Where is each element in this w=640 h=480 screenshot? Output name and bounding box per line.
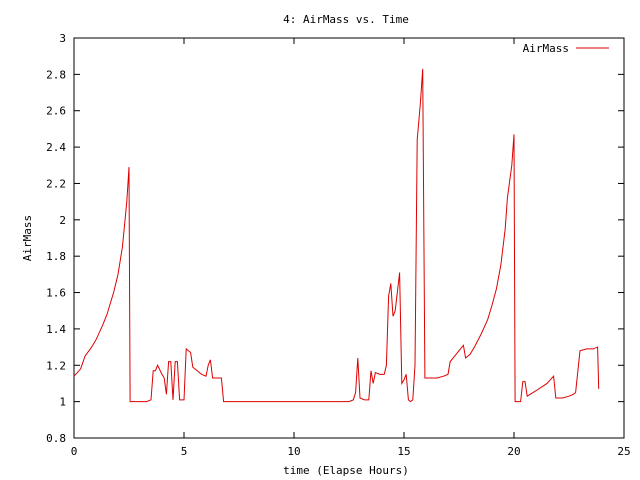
- legend: AirMass: [523, 42, 609, 55]
- y-tick-label: 2.2: [46, 177, 66, 190]
- x-tick-label: 15: [397, 445, 410, 458]
- y-tick-label: 2.4: [46, 141, 66, 154]
- y-tick-label: 3: [59, 32, 66, 45]
- x-tick-label: 5: [181, 445, 188, 458]
- y-tick-label: 2.6: [46, 105, 66, 118]
- plot-frame: [73, 37, 625, 439]
- x-tick-label: 25: [617, 445, 630, 458]
- x-tick-label: 0: [71, 445, 78, 458]
- y-tick-label: 0.8: [46, 432, 66, 445]
- x-axis-label: time (Elapse Hours): [283, 464, 409, 477]
- legend-label-airmass: AirMass: [523, 42, 569, 55]
- x-tick-label: 10: [287, 445, 300, 458]
- series-line-airmass: [73, 68, 600, 403]
- y-tick-label: 1: [59, 396, 66, 409]
- y-axis-ticks: 0.8 1 1.2 1.4 1.6 1.8 2 2.2 2.4 2.6 2.8 3: [46, 32, 624, 445]
- chart-title: 4: AirMass vs. Time: [283, 13, 409, 26]
- x-tick-label: 20: [507, 445, 520, 458]
- y-tick-label: 2.8: [46, 68, 66, 81]
- y-tick-label: 1.2: [46, 359, 66, 372]
- x-axis-ticks: 0 5 10 15 20 25: [71, 38, 631, 458]
- y-tick-label: 1.4: [46, 323, 66, 336]
- y-tick-label: 1.6: [46, 287, 66, 300]
- y-tick-label: 2: [59, 214, 66, 227]
- y-axis-label: AirMass: [21, 215, 34, 261]
- series-layer: [73, 68, 600, 403]
- y-tick-label: 1.8: [46, 250, 66, 263]
